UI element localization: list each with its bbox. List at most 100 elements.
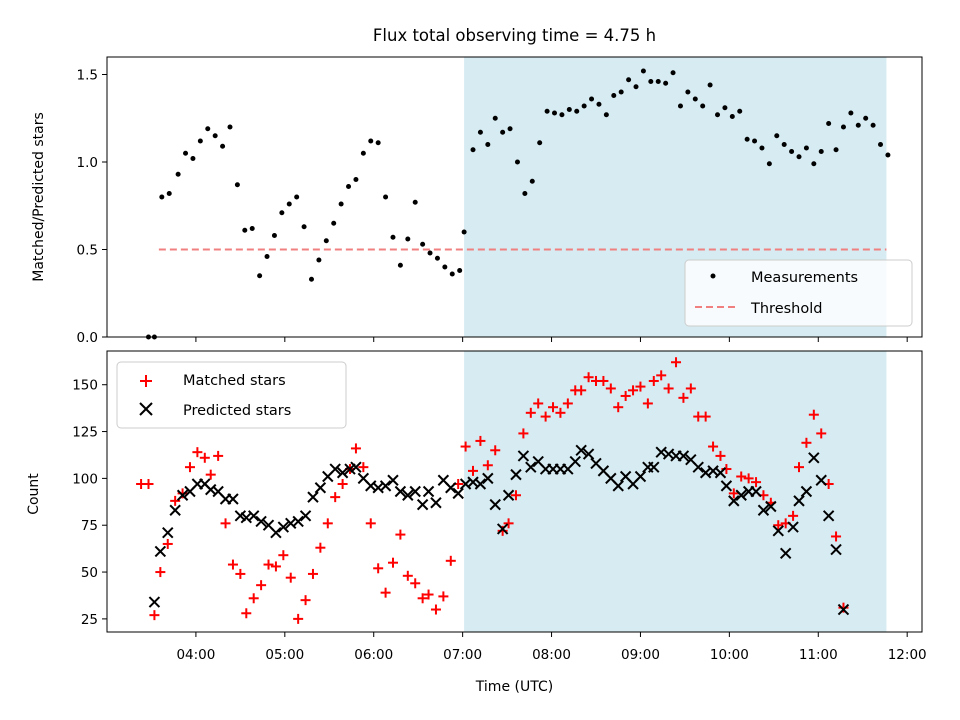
matched-star-point xyxy=(751,477,762,488)
matched-star-point xyxy=(648,375,659,386)
measurement-point xyxy=(390,234,396,240)
predicted-star-point xyxy=(575,444,587,456)
measurement-point xyxy=(477,129,483,135)
predicted-star-point xyxy=(314,482,327,494)
predicted-star-point xyxy=(787,521,799,533)
measurement-point xyxy=(670,70,676,76)
measurement-point xyxy=(722,105,728,111)
matched-star-point xyxy=(192,447,203,458)
measurement-point xyxy=(383,194,389,200)
measurement-point xyxy=(522,191,528,196)
matched-star-point xyxy=(816,428,827,439)
predicted-star-point xyxy=(292,515,304,528)
predicted-star-point xyxy=(445,482,457,494)
measurement-point xyxy=(863,115,869,121)
matched-star-point xyxy=(248,593,259,604)
x-tick-label: 07:00 xyxy=(443,647,482,663)
matched-star-point xyxy=(671,357,682,368)
predicted-star-point xyxy=(822,510,835,522)
y-tick-label: 50 xyxy=(81,565,98,581)
measurement-point xyxy=(308,276,314,282)
matched-star-point xyxy=(365,518,376,529)
matched-star-point xyxy=(410,578,421,589)
predicted-star-point xyxy=(815,474,827,486)
matched-star-point xyxy=(263,559,274,570)
matched-star-point xyxy=(149,610,160,621)
legend-matched-label: Matched stars xyxy=(183,373,286,389)
predicted-star-point xyxy=(270,527,282,539)
matched-star-point xyxy=(155,567,166,578)
measurement-point xyxy=(175,171,181,177)
matched-star-point xyxy=(270,561,281,572)
predicted-star-point xyxy=(176,489,189,501)
x-tick-label: 04:00 xyxy=(176,647,215,663)
predicted-star-point xyxy=(569,455,581,468)
predicted-star-point xyxy=(148,596,161,608)
matched-star-point xyxy=(743,473,754,484)
predicted-star-point xyxy=(255,515,267,528)
x-tick-label: 10:00 xyxy=(710,647,749,663)
measurement-point xyxy=(611,93,617,98)
legend-predicted-label: Predicted stars xyxy=(183,403,291,419)
measurement-point xyxy=(264,254,270,259)
measurement-point xyxy=(242,227,248,233)
measurement-point xyxy=(257,273,263,279)
y-tick-label: 1.5 xyxy=(77,68,98,84)
matched-star-point xyxy=(831,531,842,542)
measurement-point xyxy=(375,140,381,146)
flux-ratio-plot-frame xyxy=(106,56,923,338)
matched-star-point xyxy=(605,383,616,394)
measurement-point xyxy=(190,156,196,161)
predicted-star-point xyxy=(350,461,362,473)
star-count-panel: 25 50 75 100 125 150 04:00 05:00 06:00 07:00 08:0… xyxy=(26,350,927,695)
matched-star-point xyxy=(170,495,181,506)
measurement-point xyxy=(427,250,433,256)
flux-ratio-y-ticks: 0.0 0.5 1.0 1.5 xyxy=(77,68,107,346)
measurement-point xyxy=(420,241,426,247)
matched-star-point xyxy=(700,411,711,422)
measurement-points xyxy=(145,68,891,340)
y-tick-label: 150 xyxy=(72,378,98,394)
measurement-point xyxy=(648,79,654,84)
matched-star-point xyxy=(430,604,441,615)
measurement-point xyxy=(826,121,832,126)
predicted-star-point xyxy=(757,504,770,516)
matched-star-point xyxy=(293,613,304,624)
matched-stars-points xyxy=(136,357,849,624)
legend-predicted-marker xyxy=(139,402,153,416)
matched-star-point xyxy=(322,518,333,529)
predicted-star-point xyxy=(154,545,167,558)
predicted-star-point xyxy=(307,491,319,503)
measurement-point xyxy=(752,138,758,144)
measurement-point xyxy=(442,264,448,270)
measurement-point xyxy=(368,138,374,144)
measurement-point xyxy=(589,96,595,102)
measurement-point xyxy=(878,142,884,147)
measurement-point xyxy=(618,89,624,95)
matched-star-point xyxy=(402,570,413,581)
predicted-star-point xyxy=(728,495,740,507)
x-tick-label: 12:00 xyxy=(888,647,927,663)
measurement-point xyxy=(655,79,661,84)
x-tick-label: 09:00 xyxy=(621,647,660,663)
matched-star-point xyxy=(656,370,667,381)
matched-star-point xyxy=(794,462,805,473)
predicted-star-point xyxy=(205,483,217,496)
y-tick-label: 1.0 xyxy=(77,155,98,171)
measurement-point xyxy=(803,145,809,151)
matched-star-point xyxy=(460,441,471,452)
predicted-star-point xyxy=(277,521,290,533)
predicted-star-point xyxy=(634,470,647,483)
matched-star-point xyxy=(808,409,819,420)
measurement-point xyxy=(774,133,780,139)
predicted-star-point xyxy=(422,485,435,498)
matched-star-point xyxy=(838,602,849,613)
measurement-point xyxy=(507,126,513,132)
matched-star-point xyxy=(241,608,252,619)
predicted-star-point xyxy=(409,485,421,498)
measurement-point xyxy=(197,138,203,144)
measurement-point xyxy=(700,103,706,109)
matched-star-point xyxy=(213,450,224,461)
measurement-point xyxy=(566,107,572,112)
predicted-star-point xyxy=(517,450,530,462)
